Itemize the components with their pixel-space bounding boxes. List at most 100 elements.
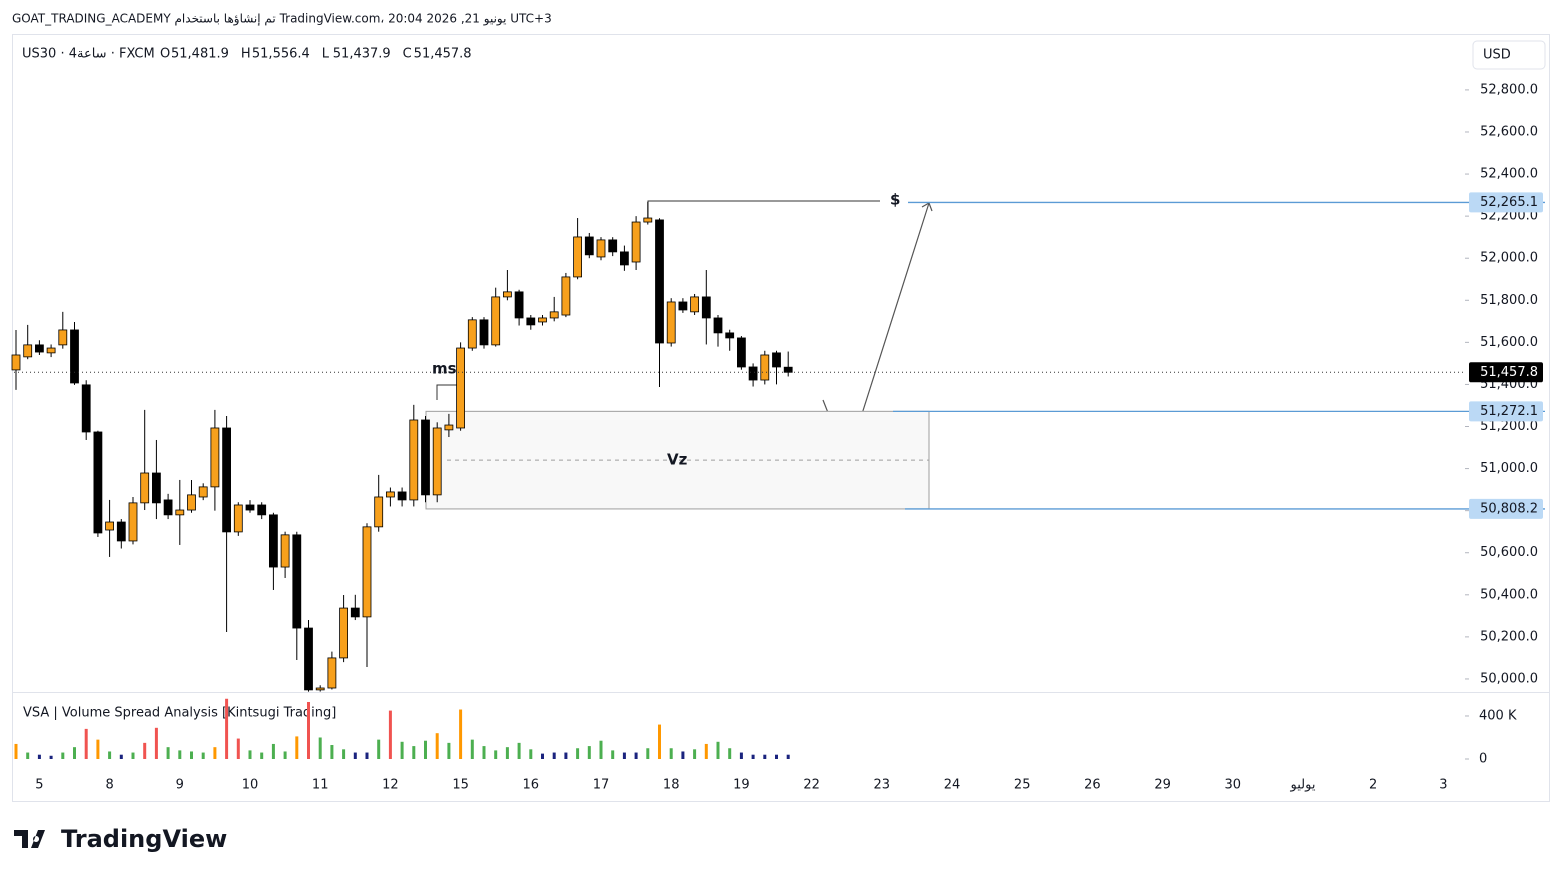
volume-bar <box>295 736 299 759</box>
candle-body <box>257 504 267 516</box>
candle-body <box>210 427 220 488</box>
candle-body <box>444 424 454 431</box>
candle-body <box>502 291 512 298</box>
volume-bar <box>201 752 205 759</box>
volume-bar <box>377 739 381 759</box>
x-tick-label: 18 <box>663 778 680 793</box>
volume-bar <box>751 754 755 759</box>
candle-body <box>538 317 547 323</box>
candle-body <box>315 687 325 691</box>
volume-bar <box>166 747 170 759</box>
candle-body <box>304 627 313 691</box>
candle-body <box>222 427 232 533</box>
currency-box[interactable] <box>1472 40 1546 70</box>
volume-bar <box>541 753 544 759</box>
volume-bar <box>236 738 240 759</box>
candle-body <box>233 504 243 533</box>
volume-bar <box>330 745 334 759</box>
volume-bar <box>564 752 568 759</box>
volume-bar <box>178 750 182 759</box>
candle-body <box>268 514 278 568</box>
candle-body <box>491 296 501 346</box>
volume-bar <box>412 746 416 759</box>
candle-body <box>46 347 56 354</box>
volume-bar <box>353 752 357 759</box>
volume-bar <box>786 754 790 759</box>
legend-key: C <box>403 47 412 62</box>
volume-bar <box>704 743 708 759</box>
level-box <box>1469 401 1543 422</box>
candle-body <box>385 491 395 498</box>
volume-bar <box>658 724 661 759</box>
candle-body <box>678 301 688 311</box>
x-tick-label: 2 <box>1369 778 1377 793</box>
y-tick-label: 50,400.0 <box>1480 587 1538 602</box>
candle-body <box>514 291 524 319</box>
volume-bar <box>681 751 685 759</box>
candle-body <box>479 319 489 346</box>
y-tick-label: 50,000.0 <box>1480 671 1538 686</box>
candle-body <box>409 419 419 501</box>
candle-body <box>760 354 770 381</box>
volume-bar <box>576 748 580 759</box>
candle-body <box>421 419 430 496</box>
candle-body <box>327 657 337 689</box>
volume-bar <box>26 752 30 759</box>
candle-body <box>432 427 442 496</box>
level-label: 51,272.1 <box>1480 404 1538 419</box>
candle-body <box>116 521 126 542</box>
x-tick-label: 12 <box>382 778 399 793</box>
candle-body <box>666 301 676 344</box>
candle-body <box>105 521 114 531</box>
candle-body <box>280 534 290 568</box>
candle-body <box>198 486 208 498</box>
legend-key: O <box>160 47 170 62</box>
candle-body <box>772 352 781 368</box>
candle-body <box>456 347 466 429</box>
volume-bar <box>447 742 451 759</box>
volume-bar <box>424 740 427 759</box>
legend-value: 51,556.4 <box>252 47 310 62</box>
volume-bar <box>739 752 743 759</box>
currency[interactable]: USD <box>1483 48 1511 63</box>
volume-bar <box>587 746 591 759</box>
x-tick-label: 29 <box>1154 778 1171 793</box>
x-tick-label: 17 <box>593 778 610 793</box>
x-tick-label: 30 <box>1225 778 1242 793</box>
candle-body <box>58 329 68 346</box>
candle-body <box>128 502 138 542</box>
volume-bar <box>248 750 252 759</box>
volume-bar <box>365 752 369 759</box>
volume-bar <box>37 754 41 759</box>
level-box <box>1469 498 1543 519</box>
volume-bar <box>494 750 498 759</box>
candle-body <box>11 354 21 371</box>
volume-bar <box>84 728 88 759</box>
level-box <box>1469 192 1543 213</box>
volume-tick-label: 0 <box>1479 752 1487 767</box>
last-price-box <box>1469 362 1543 383</box>
legend-key: L <box>322 47 330 62</box>
y-tick-label: 51,000.0 <box>1480 461 1538 476</box>
x-tick-label: 24 <box>944 778 961 793</box>
volume-bar <box>108 751 112 759</box>
volume-bar <box>622 752 626 759</box>
volume-bar <box>14 743 18 759</box>
header: GOAT_TRADING_ACADEMY تم إنشاؤها باستخدام… <box>12 12 552 27</box>
volume-bar <box>96 739 100 759</box>
volume-tick-label: 400 K <box>1479 708 1517 723</box>
x-tick-label: 26 <box>1084 778 1101 793</box>
candle-body <box>737 337 746 368</box>
volume-bar <box>646 748 650 759</box>
candle-body <box>608 239 618 253</box>
candle-body <box>725 332 735 339</box>
candle-body <box>573 236 582 278</box>
candle-body <box>748 366 758 381</box>
candle-body <box>620 251 629 266</box>
volume-bar <box>435 733 439 759</box>
candle-body <box>292 534 302 629</box>
volume-bar <box>342 749 346 759</box>
candle-body <box>35 344 44 353</box>
volume-bar <box>400 741 404 759</box>
candle-body <box>175 509 185 516</box>
